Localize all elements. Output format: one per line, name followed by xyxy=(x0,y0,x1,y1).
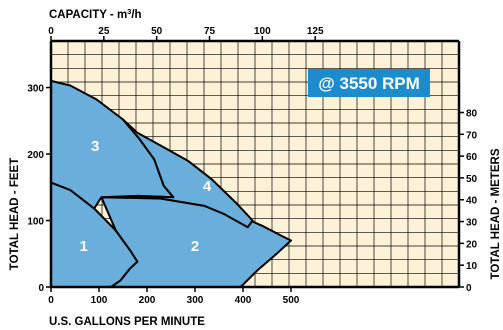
right-tick-label: 0 xyxy=(466,283,472,294)
right-tick-label: 10 xyxy=(466,261,478,272)
right-tick-label: 20 xyxy=(466,239,478,250)
y-tick-label: 300 xyxy=(27,84,44,95)
top-axis-title-sup: 3 xyxy=(127,7,131,16)
right-tick-label: 40 xyxy=(466,196,478,207)
top-axis-title-end: /h xyxy=(131,9,141,21)
top-tick-label: 75 xyxy=(204,26,216,37)
top-tick-label: 25 xyxy=(98,26,110,37)
top-tick-label: 50 xyxy=(151,26,163,37)
x-tick-label: 500 xyxy=(283,295,300,306)
region-label-3: 3 xyxy=(91,138,99,155)
region-label-4: 4 xyxy=(203,178,212,195)
performance-regions: 1 2 3 4 xyxy=(50,79,292,288)
region-label-1: 1 xyxy=(79,238,87,255)
y-tick-label: 200 xyxy=(27,150,44,161)
top-tick-label: 125 xyxy=(307,26,324,37)
region-4 xyxy=(122,118,254,229)
y-tick-label: 0 xyxy=(38,283,44,294)
y2-axis-title: TOTAL HEAD - METERS xyxy=(490,148,502,279)
x-axis-title: U.S. GALLONS PER MINUTE xyxy=(49,316,205,328)
annotation-box xyxy=(308,69,430,97)
region-label-2: 2 xyxy=(191,238,199,255)
x-tick-label: 400 xyxy=(235,295,252,306)
x-tick-label: 300 xyxy=(187,295,204,306)
right-tick-label: 30 xyxy=(466,218,478,229)
y-tick-label: 100 xyxy=(27,217,44,228)
right-tick-label: 80 xyxy=(466,108,478,119)
x-tick-label: 0 xyxy=(48,295,54,306)
right-tick-label: 60 xyxy=(466,152,478,163)
top-axis-title: CAPACITY - m3/h xyxy=(49,7,142,21)
top-axis-title-base: CAPACITY - m xyxy=(49,9,127,21)
x-tick-label: 200 xyxy=(139,295,156,306)
top-tick-label: 0 xyxy=(48,26,54,37)
annotation-text: @ 3550 RPM xyxy=(318,74,420,93)
right-tick-label: 70 xyxy=(466,130,478,141)
x-tick-label: 100 xyxy=(91,295,108,306)
y-axis-title: TOTAL HEAD - FEET xyxy=(9,158,21,270)
right-tick-label: 50 xyxy=(466,174,478,185)
annotation-badge: @ 3550 RPM xyxy=(308,69,430,97)
top-tick-label: 100 xyxy=(254,26,271,37)
